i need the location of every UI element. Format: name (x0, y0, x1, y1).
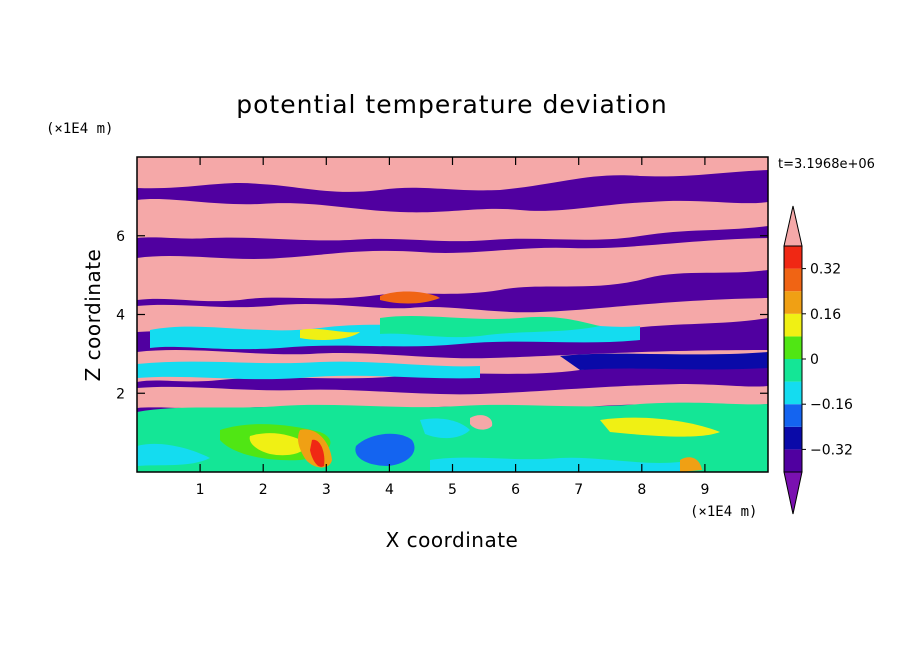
x-tick-label: 2 (259, 482, 268, 498)
field-region-warm-3 (137, 238, 768, 302)
y-tick-label: 2 (116, 386, 125, 402)
colorbar-tick-label: 0.16 (810, 307, 841, 323)
colorbar-bin (784, 336, 802, 359)
colorbar-bin (784, 449, 802, 472)
plot-area (137, 157, 768, 472)
colorbar-bin (784, 359, 802, 382)
x-unit-label: (×1E4 m) (690, 504, 757, 520)
x-tick-label: 8 (637, 482, 646, 498)
colorbar-bin (784, 268, 802, 292)
field-region-warm-1 (137, 157, 768, 192)
colorbar: 0.32 0.16 0 −0.16 −0.32 (783, 205, 853, 515)
x-tick-label: 9 (700, 482, 709, 498)
field-region-bl-cyan-ring (420, 418, 470, 439)
field-region-bl-blue-eddy (355, 433, 415, 466)
y-tick-label: 4 (116, 308, 125, 324)
time-label: t=3.1968e+06 (778, 157, 875, 172)
x-tick-label: 7 (574, 482, 583, 498)
field-region-bl-cyan-bottom (430, 457, 680, 472)
x-tick-label: 1 (196, 482, 205, 498)
colorbar-bin (784, 291, 802, 314)
field-region-bl-yellow-right (600, 417, 720, 437)
field-region-mix-yellow (300, 328, 360, 340)
y-tick-label: 6 (116, 229, 125, 245)
field-region-mix-green (380, 316, 600, 338)
y-axis: 2 4 6 (116, 229, 768, 402)
x-axis-label: X coordinate (386, 528, 519, 552)
colorbar-bin (784, 313, 802, 337)
chart-title: potential temperature deviation (236, 90, 667, 119)
colorbar-tick-label: 0.32 (810, 262, 841, 278)
field-region-mix-orange (380, 291, 440, 304)
field-region-bl-orange-right (680, 457, 702, 472)
x-tick-label: 6 (511, 482, 520, 498)
x-tick-label: 4 (385, 482, 394, 498)
field-region-mix-blue (560, 352, 768, 370)
colorbar-tick-label: −0.16 (810, 397, 853, 413)
field-region-bl-cyan-left (137, 443, 210, 466)
y-axis-label: Z coordinate (81, 249, 105, 382)
colorbar-tick-label: −0.32 (810, 442, 853, 458)
field-region-mix-cyan-2 (137, 361, 480, 380)
colorbar-tick-label: 0 (810, 352, 819, 368)
y-unit-label: (×1E4 m) (46, 121, 113, 137)
x-axis: 1 2 3 4 5 6 7 8 9 (196, 157, 709, 498)
field-region-warm-6 (137, 384, 768, 410)
colorbar-bin (784, 426, 802, 450)
colorbar-bin (784, 381, 802, 405)
field-region-bl-pink-blob (470, 415, 493, 430)
colorbar-bin (784, 246, 802, 269)
field-region-warm-2 (137, 199, 768, 242)
field-region-bl-red (310, 439, 325, 467)
colorbar-bin (784, 404, 802, 427)
x-tick-label: 5 (448, 482, 457, 498)
x-tick-label: 3 (322, 482, 331, 498)
field-region-warm-4 (137, 298, 768, 334)
colorbar-extend-bottom (783, 471, 803, 515)
field-region-bl-yellow (249, 433, 306, 456)
colorbar-extend-top (783, 205, 803, 247)
